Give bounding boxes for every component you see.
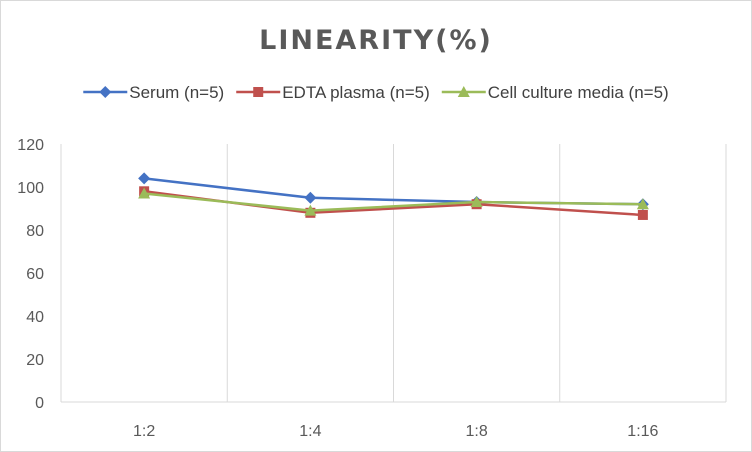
series-triangle — [138, 187, 649, 216]
legend-item: Cell culture media (n=5) — [441, 83, 669, 102]
x-axis-ticks: 1:2 1:4 1:8 1:16 — [133, 423, 659, 440]
series-line — [143, 192, 643, 212]
data-point — [138, 187, 151, 199]
data-point — [637, 209, 648, 220]
series-group — [138, 172, 649, 220]
grid — [60, 144, 727, 403]
legend-item: EDTA plasma (n=5) — [236, 83, 430, 102]
legend-label: EDTA plasma (n=5) — [282, 83, 430, 102]
legend-item: Serum (n=5) — [83, 83, 224, 102]
legend-marker — [253, 87, 264, 97]
data-point — [636, 198, 649, 210]
data-point — [304, 191, 317, 204]
y-tick-label: 60 — [26, 266, 44, 283]
y-tick-label: 80 — [26, 223, 44, 240]
data-point — [304, 204, 317, 216]
y-tick-label: 100 — [17, 180, 44, 197]
y-tick-label: 40 — [26, 309, 44, 326]
legend-marker — [99, 86, 112, 98]
y-tick-label: 120 — [17, 137, 44, 154]
y-tick-label: 20 — [26, 352, 44, 369]
x-tick-label: 1:16 — [627, 423, 658, 440]
chart-title: LINEARITY(%) — [259, 25, 493, 56]
data-point — [470, 196, 483, 208]
x-tick-label: 1:4 — [299, 423, 321, 440]
y-axis-ticks: 0 20 40 60 80 100 120 — [17, 137, 44, 412]
x-tick-label: 1:2 — [133, 423, 155, 440]
legend-label: Cell culture media (n=5) — [488, 83, 669, 102]
legend: Serum (n=5) EDTA plasma (n=5) Cell culture… — [83, 83, 669, 102]
legend-marker — [457, 86, 470, 97]
legend-label: Serum (n=5) — [129, 83, 224, 102]
data-point — [138, 172, 151, 185]
y-tick-label: 0 — [35, 395, 44, 412]
x-tick-label: 1:8 — [466, 423, 488, 440]
